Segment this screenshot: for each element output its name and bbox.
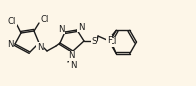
Text: Cl: Cl (108, 37, 116, 46)
Text: N: N (70, 61, 76, 71)
Text: F: F (107, 36, 112, 45)
Text: N: N (58, 25, 64, 34)
Text: Cl: Cl (41, 15, 49, 23)
Text: Cl: Cl (8, 17, 16, 26)
Text: N: N (68, 52, 74, 60)
Text: S: S (91, 36, 97, 45)
Text: N: N (37, 42, 43, 52)
Text: N: N (78, 23, 84, 31)
Text: N: N (7, 39, 13, 49)
